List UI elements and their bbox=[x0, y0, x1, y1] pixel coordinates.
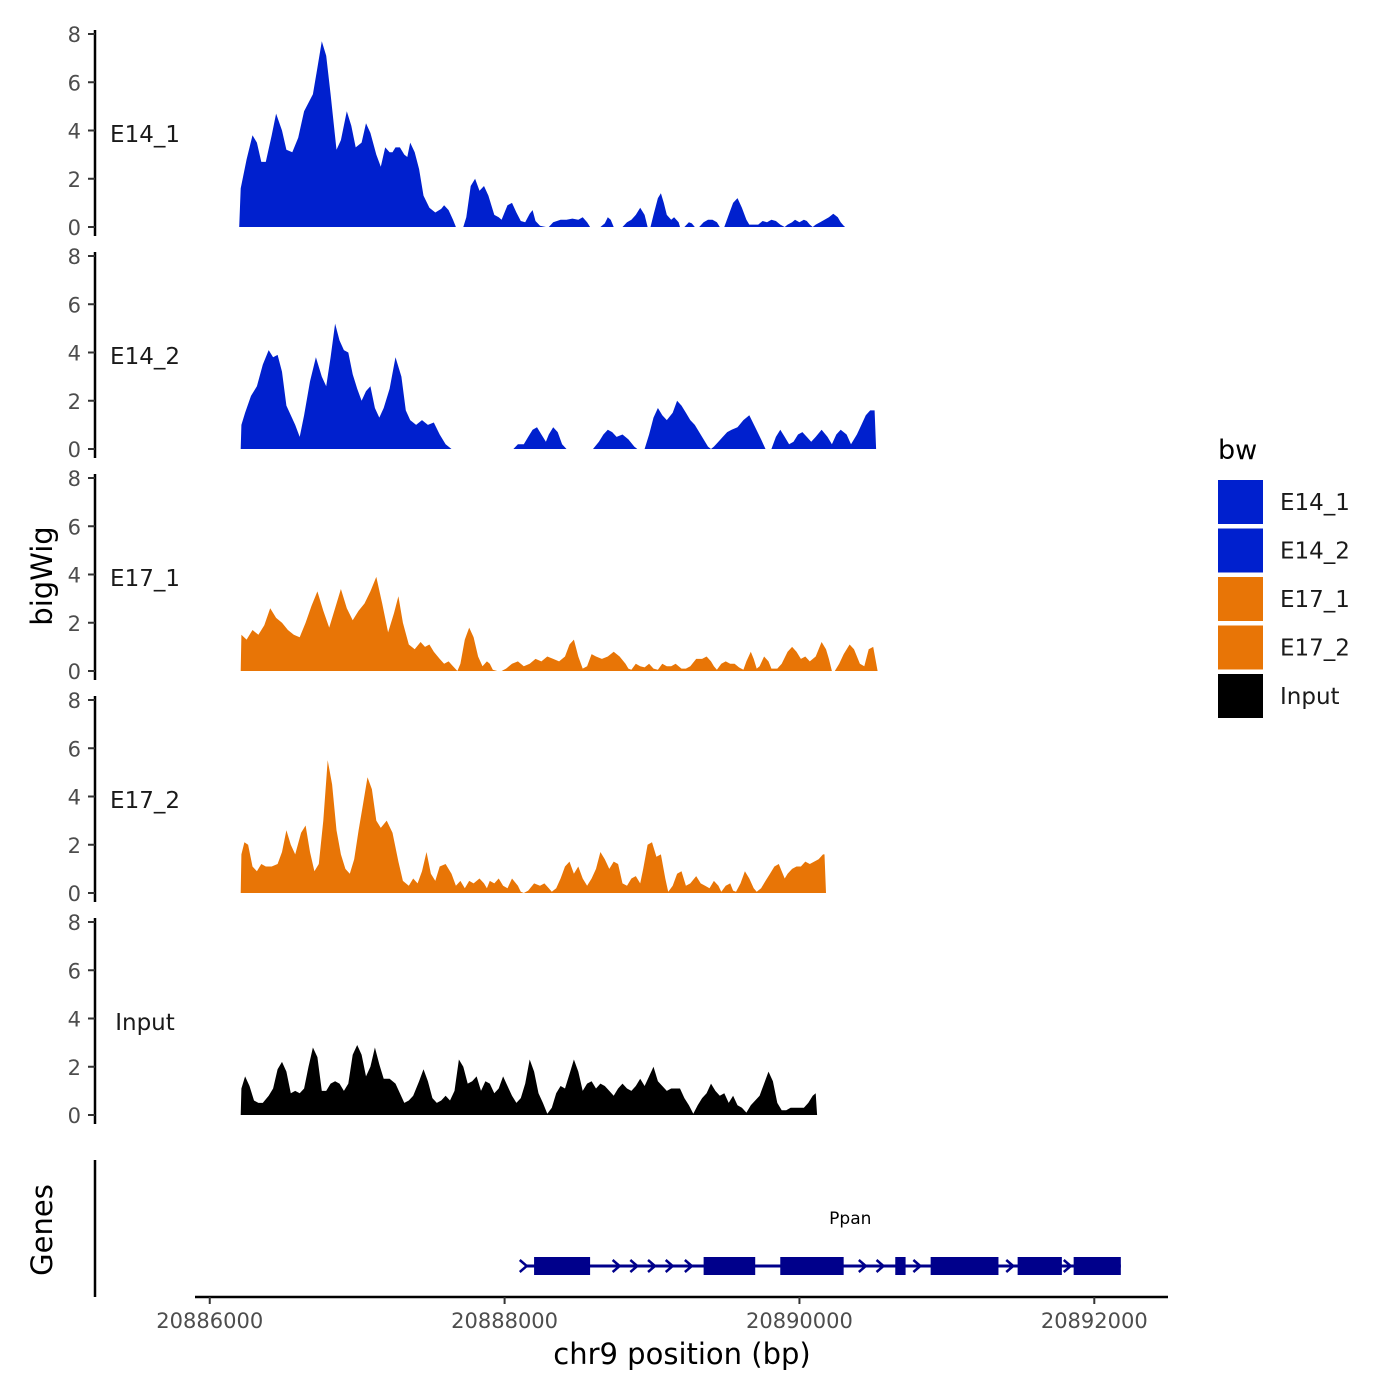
gene-exon bbox=[1017, 1257, 1062, 1275]
y-axis-title: bigWig bbox=[25, 526, 59, 625]
gene-exon bbox=[895, 1257, 906, 1275]
track-label: E17_1 bbox=[110, 566, 180, 592]
gene-name-label: Ppan bbox=[829, 1209, 871, 1229]
y-tick-label: 2 bbox=[68, 834, 81, 858]
area-E17_1 bbox=[240, 576, 878, 671]
y-tick-label: 8 bbox=[68, 689, 81, 713]
strand-arrow bbox=[684, 1259, 694, 1273]
area-E14_2 bbox=[240, 323, 877, 449]
strand-arrow bbox=[875, 1259, 886, 1273]
strand-arrow bbox=[611, 1259, 622, 1273]
y-tick-label: 6 bbox=[68, 959, 81, 983]
legend-label: E14_2 bbox=[1280, 539, 1350, 565]
strand-arrow bbox=[912, 1259, 923, 1273]
y-tick-label: 6 bbox=[68, 71, 81, 95]
x-tick-label: 20890000 bbox=[746, 1309, 853, 1333]
area-E17_2 bbox=[240, 760, 826, 893]
x-axis-title: chr9 position (bp) bbox=[553, 1337, 810, 1371]
y-tick-label: 4 bbox=[68, 564, 81, 588]
y-tick-label: 0 bbox=[68, 660, 81, 684]
strand-arrow bbox=[647, 1259, 657, 1273]
gene-exon bbox=[1073, 1257, 1121, 1275]
y-tick-label: 0 bbox=[68, 882, 81, 906]
y-tick-label: 8 bbox=[68, 245, 81, 269]
y-tick-label: 2 bbox=[68, 390, 81, 414]
legend-swatch bbox=[1218, 577, 1263, 621]
gene-exon bbox=[780, 1257, 844, 1275]
y-tick-label: 4 bbox=[68, 120, 81, 144]
strand-arrow bbox=[629, 1259, 640, 1273]
strand-arrow bbox=[518, 1259, 529, 1273]
gene-exon bbox=[703, 1257, 756, 1275]
legend-swatch bbox=[1218, 674, 1263, 718]
x-axis: 20886000 20888000 20890000 20892000 bbox=[156, 1295, 1168, 1333]
gene-exon bbox=[930, 1257, 999, 1275]
y-tick-label: 2 bbox=[68, 168, 81, 192]
y-tick-label: 8 bbox=[68, 467, 81, 491]
x-tick-label: 20886000 bbox=[156, 1309, 263, 1333]
strand-arrow bbox=[664, 1259, 675, 1273]
legend-swatch bbox=[1218, 625, 1263, 670]
legend-label: E17_1 bbox=[1280, 587, 1350, 613]
tracks-layer: 0 2 4 6 8 E14_1 0 2 4 6 8 E14_2 0 2 4 6 8 E17_1 0 2 4 6 8 E17_2… bbox=[68, 23, 878, 1128]
y-tick-label: 4 bbox=[68, 342, 81, 366]
x-tick-label: 20892000 bbox=[1041, 1309, 1148, 1333]
gene-exon bbox=[534, 1257, 591, 1275]
track-label: E14_1 bbox=[110, 122, 180, 148]
legend-swatch bbox=[1218, 480, 1263, 524]
genes-track-title: Genes bbox=[25, 1184, 59, 1276]
x-tick-label: 20888000 bbox=[451, 1309, 558, 1333]
strand-arrow bbox=[858, 1259, 868, 1273]
legend-swatch bbox=[1218, 528, 1263, 573]
track-label: E14_2 bbox=[110, 344, 180, 370]
strand-arrow bbox=[1062, 1259, 1073, 1273]
y-tick-label: 6 bbox=[68, 515, 81, 539]
legend-title: bw bbox=[1218, 435, 1257, 466]
y-tick-label: 0 bbox=[68, 438, 81, 462]
legend-label: Input bbox=[1280, 684, 1340, 710]
legend-label: E17_2 bbox=[1280, 636, 1350, 662]
y-tick-label: 2 bbox=[68, 1056, 81, 1080]
track-E14_1: 0 2 4 6 8 E14_1 bbox=[68, 23, 846, 240]
y-tick-label: 4 bbox=[68, 786, 81, 810]
y-tick-label: 8 bbox=[68, 911, 81, 935]
track-label: Input bbox=[115, 1010, 175, 1036]
y-tick-label: 6 bbox=[68, 293, 81, 317]
legend: bw E14_1 E14_2 E17_1 E17_2 Input bbox=[1218, 435, 1350, 718]
y-tick-label: 4 bbox=[68, 1008, 81, 1032]
y-tick-label: 0 bbox=[68, 1104, 81, 1128]
track-E14_2: 0 2 4 6 8 E14_2 bbox=[68, 245, 877, 462]
track-E17_2: 0 2 4 6 8 E17_2 bbox=[68, 689, 826, 906]
area-Input bbox=[240, 1045, 818, 1115]
legend-label: E14_1 bbox=[1280, 490, 1350, 516]
track-label: E17_2 bbox=[110, 788, 180, 814]
genes-track: Ppan bbox=[93, 1160, 1121, 1297]
area-E14_1 bbox=[239, 41, 846, 228]
track-Input: 0 2 4 6 8 Input bbox=[68, 911, 818, 1128]
strand-arrow bbox=[1005, 1259, 1016, 1273]
y-tick-label: 8 bbox=[68, 23, 81, 47]
y-tick-label: 6 bbox=[68, 737, 81, 761]
track-E17_1: 0 2 4 6 8 E17_1 bbox=[68, 467, 878, 684]
y-tick-label: 2 bbox=[68, 612, 81, 636]
y-tick-label: 0 bbox=[68, 216, 81, 240]
